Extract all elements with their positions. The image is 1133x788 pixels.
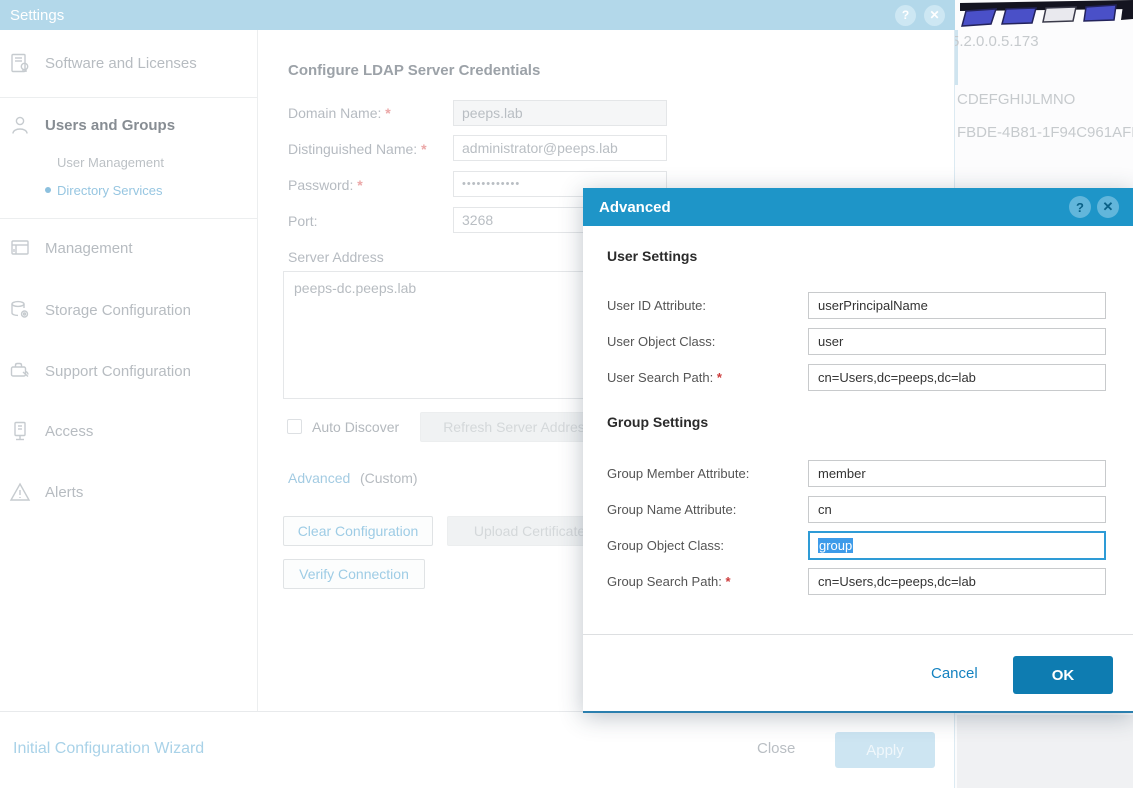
settings-sidebar: Software and Licenses Users and Groups U… (0, 30, 258, 711)
required-asterisk: * (725, 574, 731, 589)
server-bezel-image (960, 0, 1133, 28)
user-search-path-label: User Search Path: * (607, 370, 722, 385)
advanced-dialog: Advanced ? ✕ User Settings User ID Attri… (583, 188, 1133, 713)
auto-discover-label: Auto Discover (312, 419, 400, 435)
alerts-icon (9, 481, 31, 503)
background-version-text: 5.2.0.0.5.173 (955, 33, 1039, 50)
help-icon[interactable]: ? (895, 4, 916, 26)
domain-name-field[interactable] (453, 100, 667, 126)
distinguished-name-field[interactable] (453, 135, 667, 161)
user-icon (9, 114, 31, 136)
cancel-button[interactable]: Cancel (931, 665, 978, 682)
background-banner-edge (955, 30, 958, 85)
sidebar-item-directory-services[interactable]: Directory Services (57, 182, 163, 198)
selected-item-dot (45, 187, 51, 193)
sidebar-item-label: Alerts (45, 483, 84, 501)
close-button[interactable]: Close (757, 740, 796, 757)
apply-button: Apply (835, 732, 935, 768)
auto-discover-checkbox[interactable] (287, 419, 302, 434)
group-search-path-label: Group Search Path: * (607, 574, 731, 589)
settings-titlebar: Settings ? ✕ (0, 0, 955, 30)
license-icon (9, 52, 31, 74)
required-asterisk: * (385, 105, 391, 121)
sidebar-divider (0, 218, 258, 219)
sidebar-item-access[interactable]: Access (0, 416, 257, 446)
sidebar-item-label: Users and Groups (45, 116, 176, 134)
user-search-path-field[interactable] (808, 364, 1106, 391)
sidebar-item-label: Software and Licenses (45, 54, 197, 72)
settings-footer (0, 711, 954, 788)
sidebar-item-label: Storage Configuration (45, 301, 191, 319)
group-settings-heading: Group Settings (607, 414, 709, 430)
sidebar-divider (0, 97, 258, 98)
sidebar-item-label: Management (45, 239, 133, 257)
settings-title: Settings (10, 6, 65, 24)
support-icon (9, 360, 31, 382)
sidebar-item-users-and-groups[interactable]: Users and Groups (0, 110, 257, 140)
sidebar-item-support-configuration[interactable]: Support Configuration (0, 356, 257, 386)
access-icon (9, 420, 31, 442)
required-asterisk: * (716, 370, 722, 385)
group-name-attribute-label: Group Name Attribute: (607, 502, 737, 517)
sidebar-item-alerts[interactable]: Alerts (0, 477, 257, 507)
help-icon[interactable]: ? (1069, 196, 1091, 218)
password-label: Password: * (288, 177, 363, 193)
close-icon[interactable]: ✕ (1097, 196, 1119, 218)
user-settings-heading: User Settings (607, 248, 698, 264)
user-id-attribute-field[interactable] (808, 292, 1106, 319)
group-member-attribute-field[interactable] (808, 460, 1106, 487)
background-license-text: CDEFGHIJLMNO (957, 91, 1076, 108)
advanced-titlebar: Advanced ? ✕ (583, 188, 1133, 226)
group-object-class-field[interactable]: group (808, 531, 1106, 560)
distinguished-name-label: Distinguished Name: * (288, 141, 427, 157)
footer-divider (583, 634, 1133, 635)
domain-name-label: Domain Name: * (288, 105, 391, 121)
management-icon (9, 237, 31, 259)
sidebar-item-user-management[interactable]: User Management (57, 154, 164, 170)
required-asterisk: * (357, 177, 363, 193)
port-label: Port: (288, 213, 318, 229)
sidebar-item-label: Support Configuration (45, 362, 191, 380)
ok-button[interactable]: OK (1013, 656, 1113, 694)
required-asterisk: * (421, 141, 427, 157)
user-id-attribute-label: User ID Attribute: (607, 298, 706, 313)
group-search-path-field[interactable] (808, 568, 1106, 595)
background-id-text: FBDE-4B81-1F94C961AFE (957, 124, 1133, 141)
initial-configuration-wizard-link[interactable]: Initial Configuration Wizard (13, 740, 205, 757)
group-object-class-label: Group Object Class: (607, 538, 725, 553)
sidebar-item-software-and-licenses[interactable]: Software and Licenses (0, 48, 257, 78)
close-icon[interactable]: ✕ (924, 4, 945, 26)
sidebar-item-label: Access (45, 422, 94, 440)
user-object-class-field[interactable] (808, 328, 1106, 355)
storage-icon (9, 299, 31, 321)
verify-connection-button[interactable]: Verify Connection (283, 559, 425, 589)
refresh-server-address-button: Refresh Server Address (420, 412, 615, 442)
clear-configuration-button[interactable]: Clear Configuration (283, 516, 433, 546)
server-address-label: Server Address (288, 249, 384, 265)
sidebar-item-management[interactable]: Management (0, 233, 257, 263)
advanced-link[interactable]: Advanced (288, 470, 351, 486)
sidebar-item-storage-configuration[interactable]: Storage Configuration (0, 295, 257, 325)
advanced-title: Advanced (599, 198, 671, 216)
background-panel (957, 715, 1133, 788)
user-object-class-label: User Object Class: (607, 334, 716, 349)
page-title: Configure LDAP Server Credentials (288, 62, 541, 79)
group-name-attribute-field[interactable] (808, 496, 1106, 523)
group-member-attribute-label: Group Member Attribute: (607, 466, 750, 481)
advanced-mode-text: (Custom) (360, 470, 418, 486)
selected-text: group (818, 538, 854, 553)
